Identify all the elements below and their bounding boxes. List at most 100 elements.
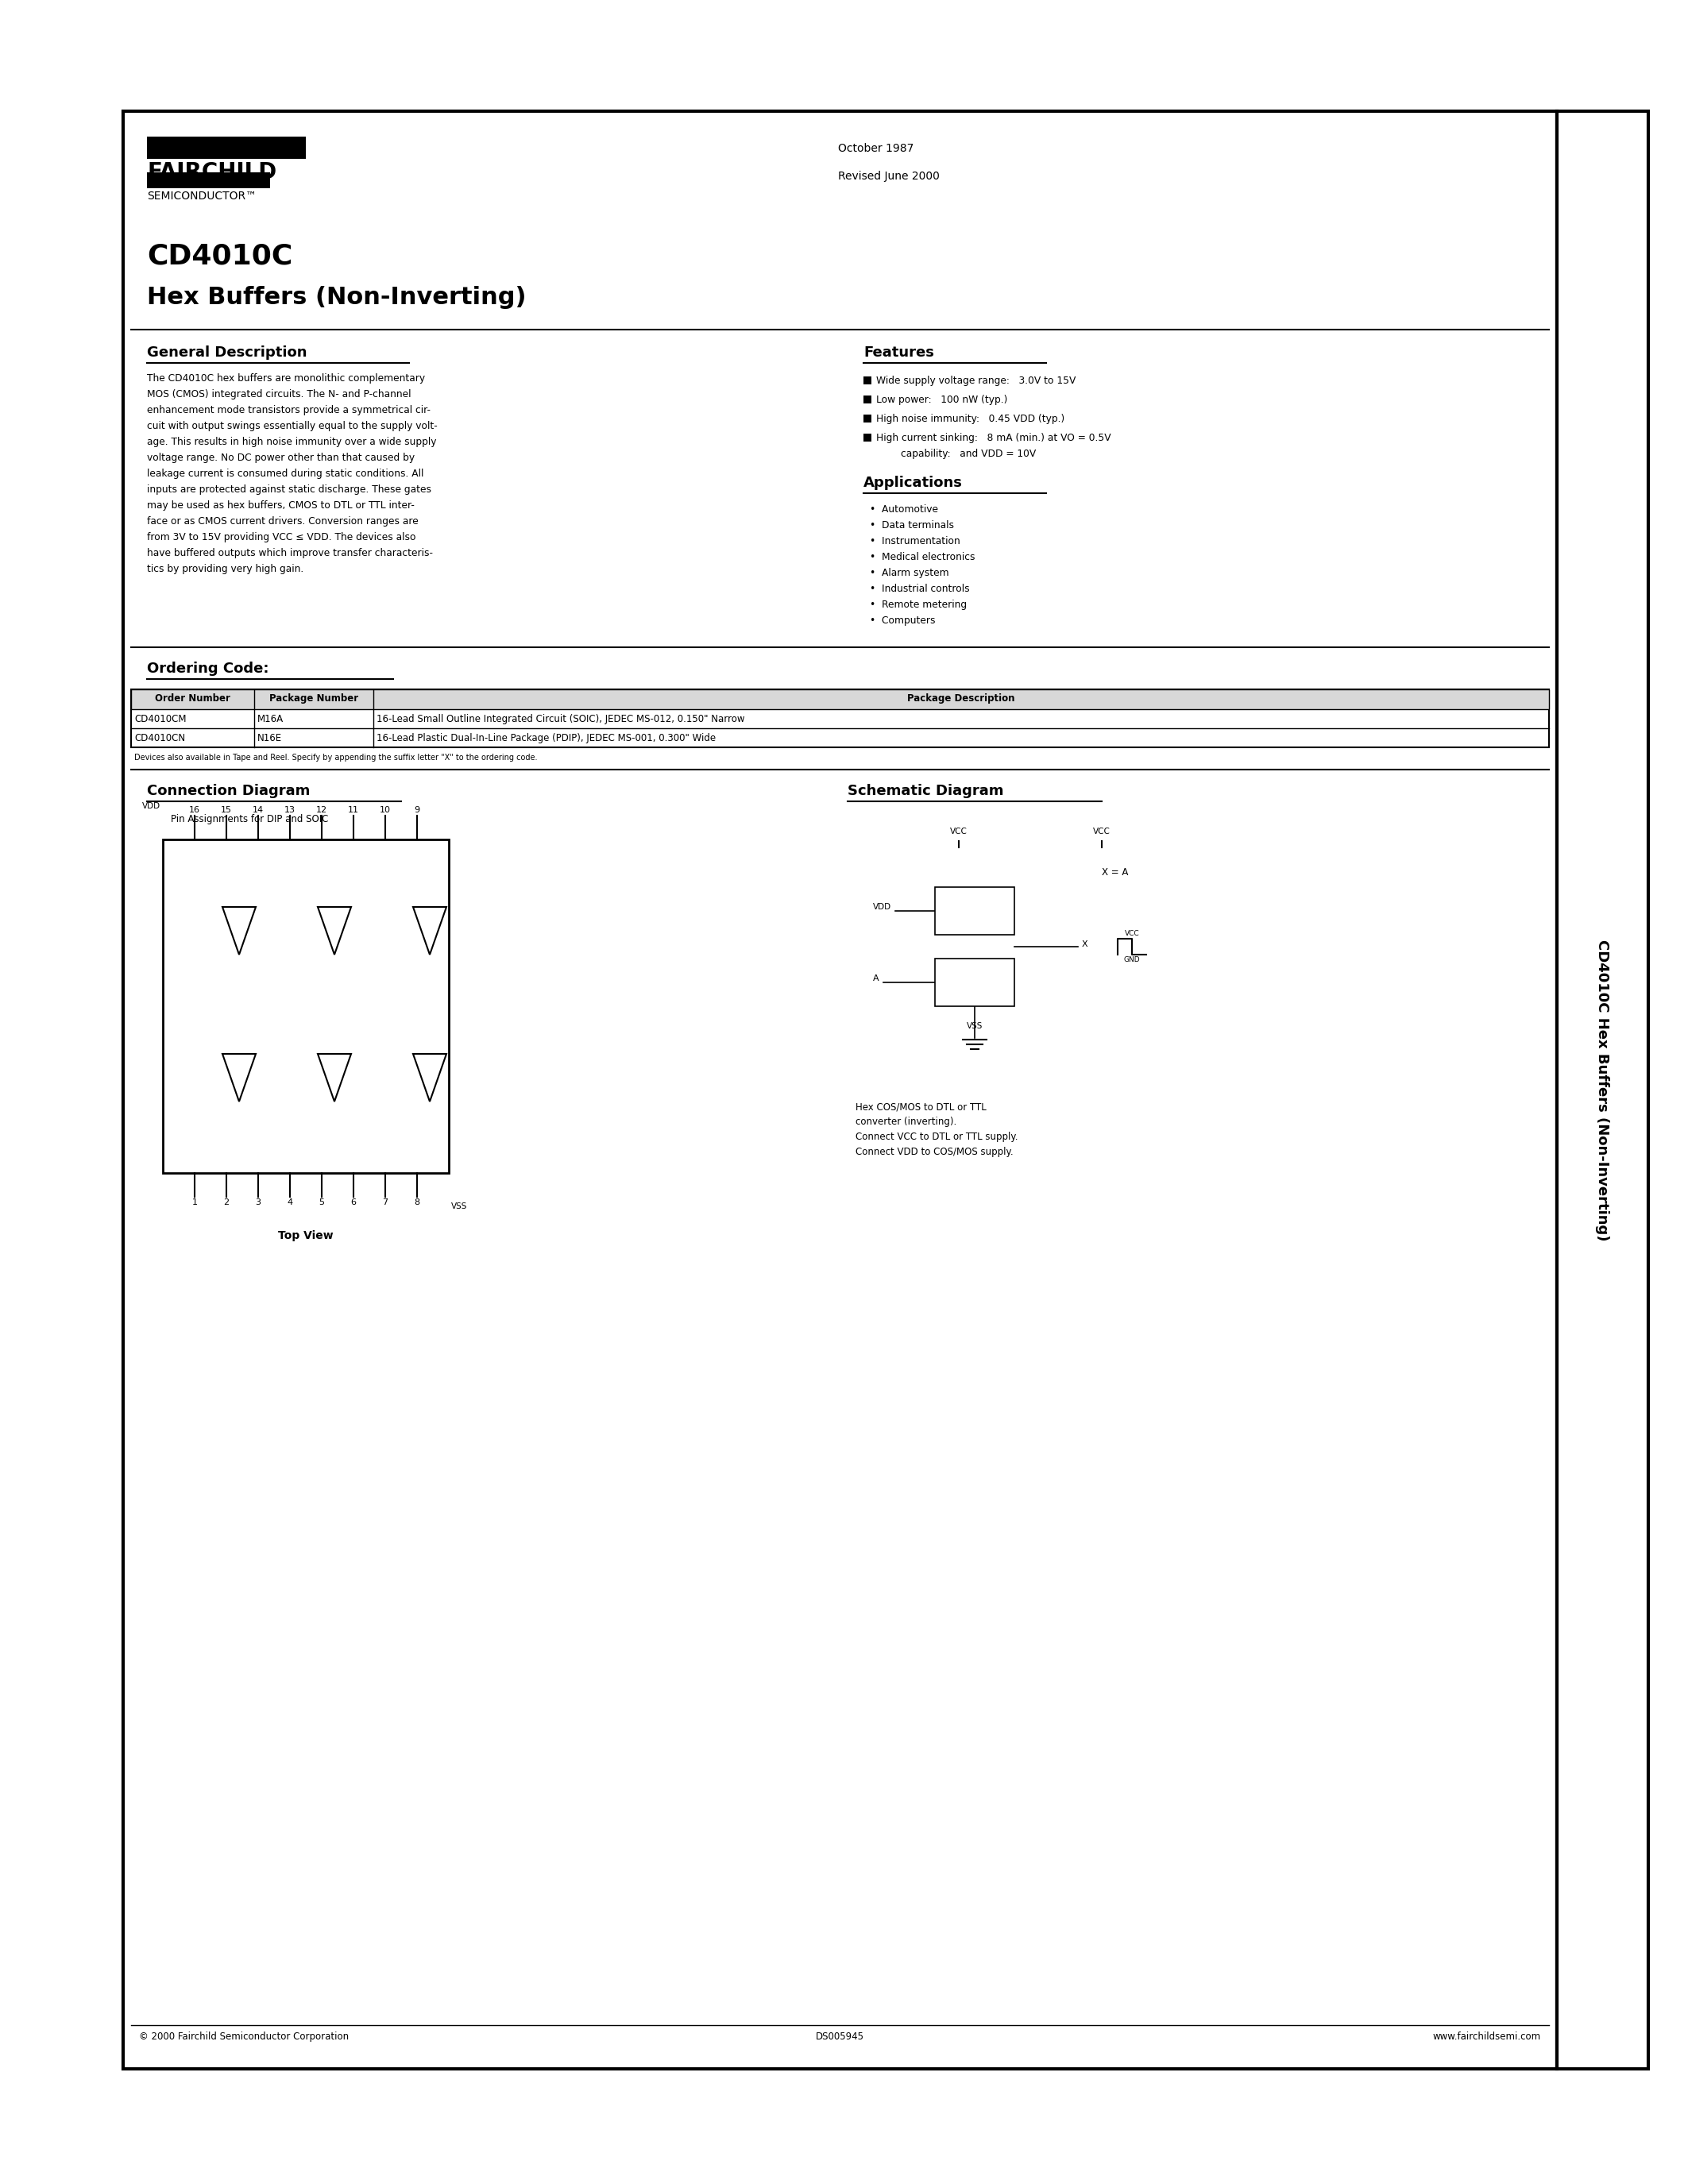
- Bar: [935, 959, 1014, 1007]
- Text: N: N: [1004, 978, 1011, 987]
- Text: General Description: General Description: [147, 345, 307, 360]
- Text: Applications: Applications: [864, 476, 962, 489]
- Text: X: X: [1082, 941, 1089, 948]
- Text: may be used as hex buffers, CMOS to DTL or TTL inter-: may be used as hex buffers, CMOS to DTL …: [147, 500, 415, 511]
- Text: tics by providing very high gain.: tics by providing very high gain.: [147, 563, 304, 574]
- Text: Pin Assignments for DIP and SOIC: Pin Assignments for DIP and SOIC: [170, 815, 329, 823]
- Text: enhancement mode transistors provide a symmetrical cir-: enhancement mode transistors provide a s…: [147, 404, 430, 415]
- Text: 13: 13: [284, 806, 295, 815]
- Text: Package Description: Package Description: [908, 692, 1014, 703]
- Text: The CD4010C hex buffers are monolithic complementary: The CD4010C hex buffers are monolithic c…: [147, 373, 425, 384]
- Text: 12: 12: [316, 806, 327, 815]
- Text: Revised June 2000: Revised June 2000: [837, 170, 940, 181]
- Text: leakage current is consumed during static conditions. All: leakage current is consumed during stati…: [147, 470, 424, 478]
- Text: 14: 14: [253, 806, 263, 815]
- Polygon shape: [223, 1055, 257, 1101]
- Bar: [132, 690, 1550, 747]
- Text: 16-Lead Plastic Dual-In-Line Package (PDIP), JEDEC MS-001, 0.300" Wide: 16-Lead Plastic Dual-In-Line Package (PD…: [376, 734, 716, 743]
- Text: Order Number: Order Number: [155, 692, 230, 703]
- Text: from 3V to 15V providing VCC ≤ VDD. The devices also: from 3V to 15V providing VCC ≤ VDD. The …: [147, 533, 415, 542]
- Text: 10: 10: [380, 806, 392, 815]
- Text: High noise immunity:   0.45 VDD (typ.): High noise immunity: 0.45 VDD (typ.): [876, 413, 1065, 424]
- Text: P: P: [1004, 906, 1011, 915]
- Text: Hex COS/MOS to DTL or TTL: Hex COS/MOS to DTL or TTL: [856, 1101, 986, 1112]
- Text: 15: 15: [221, 806, 231, 815]
- Text: 2: 2: [223, 1199, 230, 1206]
- Polygon shape: [317, 1055, 351, 1101]
- Bar: [162, 839, 449, 1173]
- Bar: [147, 138, 306, 159]
- Bar: [132, 690, 1550, 710]
- Text: X = A: X = A: [1102, 867, 1128, 878]
- Text: Low power:   100 nW (typ.): Low power: 100 nW (typ.): [876, 395, 1008, 404]
- Text: voltage range. No DC power other than that caused by: voltage range. No DC power other than th…: [147, 452, 415, 463]
- Text: •  Remote metering: • Remote metering: [869, 601, 967, 609]
- Text: Connect VCC to DTL or TTL supply.: Connect VCC to DTL or TTL supply.: [856, 1131, 1018, 1142]
- Polygon shape: [414, 906, 446, 954]
- Text: 8: 8: [414, 1199, 420, 1206]
- Bar: [864, 376, 871, 384]
- Text: High current sinking:   8 mA (min.) at VO = 0.5V: High current sinking: 8 mA (min.) at VO …: [876, 432, 1111, 443]
- Text: Package Number: Package Number: [270, 692, 358, 703]
- Text: Hex Buffers (Non-Inverting): Hex Buffers (Non-Inverting): [147, 286, 527, 308]
- Bar: [864, 395, 871, 404]
- Bar: [147, 173, 270, 188]
- Text: age. This results in high noise immunity over a wide supply: age. This results in high noise immunity…: [147, 437, 437, 448]
- Text: 3: 3: [255, 1199, 262, 1206]
- Text: Connection Diagram: Connection Diagram: [147, 784, 311, 797]
- Text: www.fairchildsemi.com: www.fairchildsemi.com: [1433, 2031, 1541, 2042]
- Text: have buffered outputs which improve transfer characteris-: have buffered outputs which improve tran…: [147, 548, 432, 559]
- Text: cuit with output swings essentially equal to the supply volt-: cuit with output swings essentially equa…: [147, 422, 437, 430]
- Text: 5: 5: [319, 1199, 324, 1206]
- Text: Schematic Diagram: Schematic Diagram: [847, 784, 1004, 797]
- Text: VDD: VDD: [142, 802, 160, 810]
- Bar: [935, 887, 1014, 935]
- Text: © 2000 Fairchild Semiconductor Corporation: © 2000 Fairchild Semiconductor Corporati…: [138, 2031, 349, 2042]
- Text: face or as CMOS current drivers. Conversion ranges are: face or as CMOS current drivers. Convers…: [147, 515, 419, 526]
- Text: Connect VDD to COS/MOS supply.: Connect VDD to COS/MOS supply.: [856, 1147, 1013, 1158]
- Text: A: A: [873, 974, 879, 983]
- Text: 7: 7: [383, 1199, 388, 1206]
- Text: 9: 9: [414, 806, 420, 815]
- Text: N16E: N16E: [257, 734, 282, 743]
- Text: converter (inverting).: converter (inverting).: [856, 1116, 957, 1127]
- Text: •  Medical electronics: • Medical electronics: [869, 553, 976, 561]
- Text: •  Instrumentation: • Instrumentation: [869, 535, 960, 546]
- Text: CD4010C Hex Buffers (Non-Inverting): CD4010C Hex Buffers (Non-Inverting): [1595, 939, 1610, 1241]
- Text: CD4010CN: CD4010CN: [135, 734, 186, 743]
- Text: Wide supply voltage range:   3.0V to 15V: Wide supply voltage range: 3.0V to 15V: [876, 376, 1075, 387]
- Text: 16: 16: [189, 806, 201, 815]
- Text: FAIRCHILD: FAIRCHILD: [147, 162, 277, 183]
- Text: CD4010CM: CD4010CM: [135, 714, 186, 725]
- Text: October 1987: October 1987: [837, 142, 913, 155]
- Bar: [123, 111, 1556, 2068]
- Text: inputs are protected against static discharge. These gates: inputs are protected against static disc…: [147, 485, 432, 496]
- Text: 16-Lead Small Outline Integrated Circuit (SOIC), JEDEC MS-012, 0.150" Narrow: 16-Lead Small Outline Integrated Circuit…: [376, 714, 744, 725]
- Text: •  Alarm system: • Alarm system: [869, 568, 949, 579]
- Text: 4: 4: [287, 1199, 292, 1206]
- Bar: [1556, 111, 1647, 2068]
- Text: GND: GND: [1124, 957, 1139, 963]
- Text: VDD: VDD: [873, 902, 891, 911]
- Text: •  Data terminals: • Data terminals: [869, 520, 954, 531]
- Text: •  Computers: • Computers: [869, 616, 935, 627]
- Text: VCC: VCC: [950, 828, 967, 836]
- Bar: [864, 415, 871, 422]
- Text: capability:   and VDD = 10V: capability: and VDD = 10V: [876, 448, 1036, 459]
- Bar: [864, 435, 871, 441]
- Text: DS005945: DS005945: [815, 2031, 864, 2042]
- Text: Ordering Code:: Ordering Code:: [147, 662, 268, 675]
- Text: Top View: Top View: [279, 1230, 334, 1241]
- Text: Devices also available in Tape and Reel. Specify by appending the suffix letter : Devices also available in Tape and Reel.…: [135, 753, 537, 762]
- Text: 11: 11: [348, 806, 360, 815]
- Polygon shape: [223, 906, 257, 954]
- Text: VCC: VCC: [1094, 828, 1111, 836]
- Text: M16A: M16A: [257, 714, 284, 725]
- Text: SEMICONDUCTOR™: SEMICONDUCTOR™: [147, 190, 257, 201]
- Polygon shape: [317, 906, 351, 954]
- Text: VCC: VCC: [1124, 930, 1139, 937]
- Text: MOS (CMOS) integrated circuits. The N- and P-channel: MOS (CMOS) integrated circuits. The N- a…: [147, 389, 412, 400]
- Text: Features: Features: [864, 345, 933, 360]
- Text: •  Industrial controls: • Industrial controls: [869, 583, 969, 594]
- Text: VSS: VSS: [451, 1203, 468, 1210]
